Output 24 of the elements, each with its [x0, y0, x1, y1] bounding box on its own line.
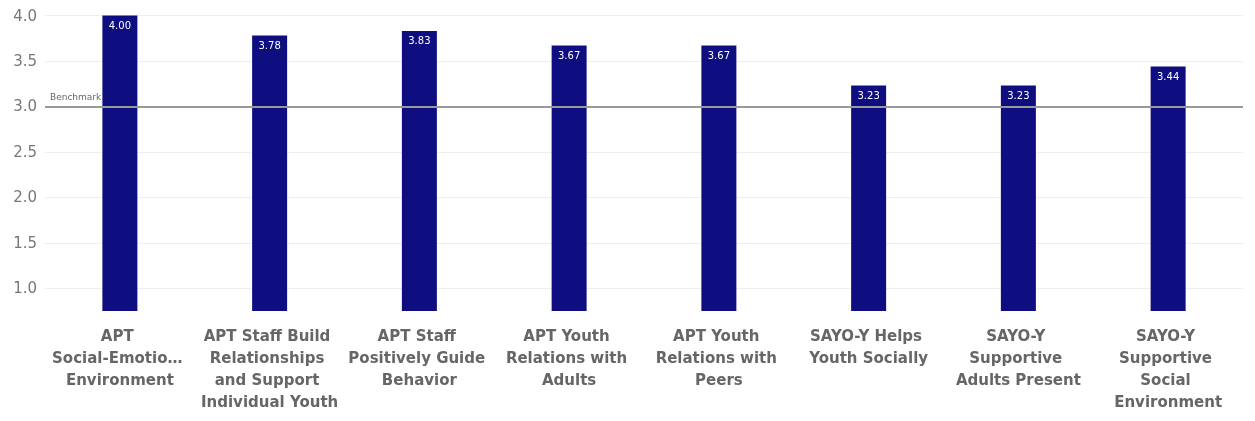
- data-label: 3.83: [408, 35, 431, 47]
- data-label: 3.67: [557, 50, 581, 61]
- y-tick-label: 3.0: [13, 97, 37, 116]
- x-tick-label: SAYO-Y Supportive Adults Present: [955, 327, 1081, 389]
- y-tick-label: 1.5: [13, 233, 37, 252]
- x-tick-label: APT Youth Relations with Peers: [655, 327, 783, 389]
- x-tick-label: SAYO-Y Helps Youth Socially: [808, 327, 929, 367]
- x-tick-label: APT Social-Emotio… Environment: [52, 327, 188, 389]
- data-label: 3.23: [1007, 90, 1030, 102]
- y-tick-label: 4.0: [13, 6, 37, 25]
- data-label: 3.67: [707, 50, 731, 61]
- ref-line-label: Benchmark: [50, 91, 103, 102]
- x-tick-label: APT Youth Relations with Adults: [505, 327, 633, 389]
- y-tick-label: 3.5: [13, 51, 37, 70]
- data-label: 4.00: [108, 20, 132, 31]
- data-label: 3.23: [857, 90, 880, 102]
- x-tick-label: SAYO-Y Supportive Social Environment: [1114, 327, 1223, 411]
- x-tick-label: APT Staff Positively Guide Behavior: [348, 327, 491, 389]
- data-label: 3.78: [258, 40, 281, 51]
- y-tick-label: 2.5: [13, 142, 37, 161]
- y-tick-label: 1.0: [13, 279, 37, 298]
- y-tick-label: 2.0: [13, 188, 37, 207]
- x-tick-label: APT Staff Build Relationships and Support Individual Youth: [200, 327, 339, 411]
- data-label: 3.44: [1156, 70, 1180, 82]
